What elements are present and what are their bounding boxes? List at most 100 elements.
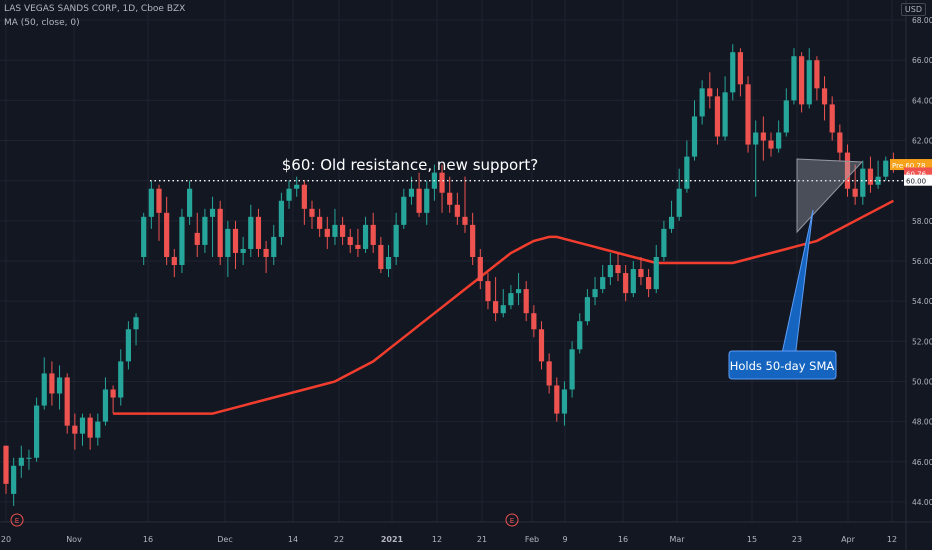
callout-text: Holds 50-day SMA bbox=[730, 359, 835, 373]
level-label: 60.00 bbox=[906, 178, 926, 186]
candle-body bbox=[133, 317, 139, 330]
candle-body bbox=[852, 188, 858, 197]
candle-body bbox=[72, 425, 78, 434]
candle-body bbox=[156, 188, 162, 213]
candle-body bbox=[286, 188, 292, 201]
candle-body bbox=[49, 373, 55, 394]
candle-body bbox=[561, 389, 568, 414]
candle-body bbox=[34, 405, 40, 458]
candle-body bbox=[500, 305, 506, 314]
currency-label[interactable]: USD bbox=[900, 3, 926, 16]
candle-body bbox=[118, 361, 124, 398]
candle-body bbox=[592, 289, 598, 298]
candle-body bbox=[821, 88, 828, 105]
y-tick-label: 68.00 bbox=[912, 16, 932, 25]
pre-market-label: Pre 60.78 bbox=[892, 162, 925, 170]
candle-body bbox=[271, 236, 277, 257]
candle-body bbox=[554, 385, 560, 414]
y-tick-label: 64.00 bbox=[912, 96, 932, 105]
candle-body bbox=[56, 377, 63, 394]
candle-body bbox=[87, 417, 93, 438]
indicator-legend: MA (50, close, 0) bbox=[4, 18, 80, 28]
y-tick-label: 62.00 bbox=[912, 137, 932, 146]
candle-body bbox=[531, 313, 537, 330]
x-tick-label: 14 bbox=[288, 535, 298, 544]
candle-body bbox=[646, 277, 652, 290]
candle-body bbox=[362, 224, 369, 249]
candle-body bbox=[263, 248, 269, 257]
candle-body bbox=[370, 224, 376, 245]
candle-body bbox=[753, 132, 759, 145]
candle-body bbox=[11, 465, 17, 494]
candle-body bbox=[493, 301, 499, 314]
candle-body bbox=[355, 244, 361, 249]
candle-body bbox=[776, 132, 782, 149]
y-tick-label: 66.00 bbox=[912, 56, 932, 65]
x-tick-label: 16 bbox=[143, 535, 153, 544]
earnings-marker bbox=[505, 513, 519, 527]
candle-body bbox=[623, 273, 629, 294]
ma-line bbox=[113, 199, 894, 415]
candle-body bbox=[240, 248, 246, 253]
candle-body bbox=[806, 60, 812, 105]
candle-body bbox=[294, 184, 300, 189]
candle-body bbox=[470, 224, 476, 257]
candle-body bbox=[41, 373, 47, 406]
price-axis: 44.00 46.00 48.00 50.00 52.00 54.00 56.00 58.00… bbox=[890, 0, 932, 550]
time-axis: 20 Nov 16 Dec 14 22 2021 12 21 Feb 9 16 Mar 15 23 Apr 12… bbox=[0, 513, 932, 544]
candle-body bbox=[317, 216, 323, 229]
level-badge bbox=[904, 174, 932, 186]
candle-body bbox=[209, 208, 216, 217]
y-tick-label: 44.00 bbox=[912, 498, 932, 507]
candle-body bbox=[676, 188, 682, 217]
headline-annotation: $60: Old resistance, new support? bbox=[282, 156, 539, 174]
candle-body bbox=[714, 96, 721, 137]
candle-body bbox=[737, 52, 743, 85]
y-tick-label: 48.00 bbox=[912, 418, 932, 427]
candle-body bbox=[171, 256, 177, 266]
candle-body bbox=[600, 277, 606, 290]
x-tick-label: 16 bbox=[618, 535, 628, 544]
candle-body bbox=[454, 204, 460, 217]
candle-body bbox=[768, 140, 774, 149]
candle-body bbox=[760, 132, 766, 141]
candle-body bbox=[194, 232, 200, 245]
x-tick-label: Dec bbox=[217, 535, 232, 544]
annotation-layer: $60: Old resistance, new support? Holds 5… bbox=[150, 156, 906, 380]
candle-body bbox=[202, 216, 208, 245]
x-tick-label: 12 bbox=[432, 535, 442, 544]
candle-body bbox=[179, 216, 185, 266]
candle-body bbox=[577, 321, 583, 350]
y-tick-label: 50.00 bbox=[912, 377, 932, 386]
candle-body bbox=[141, 216, 147, 257]
pre-market-badge bbox=[890, 159, 932, 171]
candle-body bbox=[217, 208, 223, 257]
y-tick-label: 46.00 bbox=[912, 458, 932, 467]
candle-body bbox=[309, 208, 315, 217]
y-tick-label: 56.00 bbox=[912, 257, 932, 266]
candle-body bbox=[791, 56, 797, 101]
x-tick-label: Nov bbox=[66, 535, 82, 544]
candle-body bbox=[324, 228, 330, 237]
candle-body bbox=[837, 132, 843, 153]
candle-body bbox=[722, 92, 728, 137]
candle-body bbox=[477, 256, 483, 282]
candle-body bbox=[523, 289, 529, 314]
candle-body bbox=[630, 269, 636, 294]
x-tick-label: 20 bbox=[1, 535, 11, 544]
candle-body bbox=[439, 172, 445, 193]
candle-body bbox=[225, 228, 231, 257]
candle-body bbox=[401, 196, 407, 225]
candle-body bbox=[538, 329, 545, 362]
candle-body bbox=[110, 389, 116, 398]
candle-body bbox=[255, 216, 262, 249]
y-tick-label: 58.00 bbox=[912, 217, 932, 226]
candle-body bbox=[332, 224, 338, 237]
candle-body bbox=[3, 445, 9, 484]
candle-body bbox=[745, 84, 751, 145]
candle-body bbox=[844, 152, 851, 189]
candle-body bbox=[248, 216, 254, 249]
